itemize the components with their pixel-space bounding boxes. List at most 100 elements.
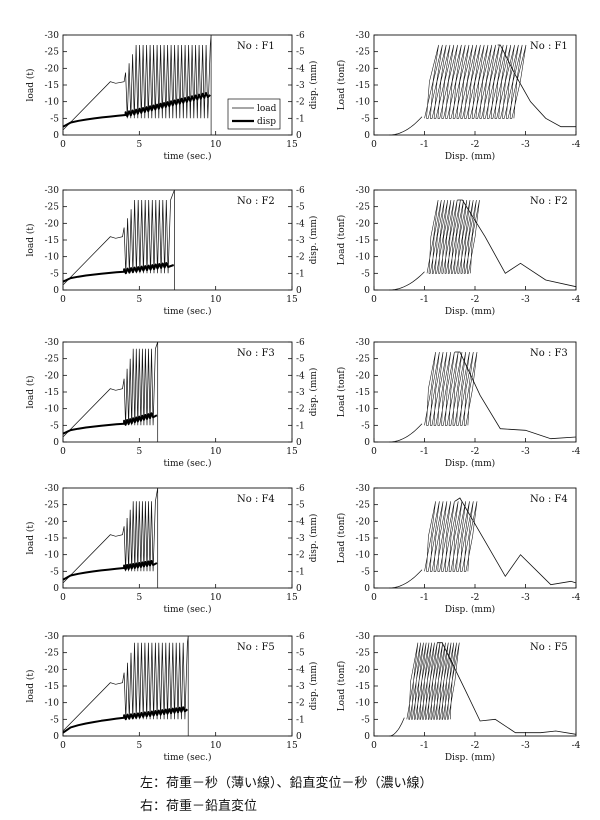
y-tick-label-right: 0 [296,732,302,742]
y-axis-label: Load (tonf) [336,661,347,712]
hysteresis-chart-1: 0 -1 -2 -3 -4 0 -5 -10 -15 -20 -25 -30 Load (tonf) Di… [336,31,581,162]
x-tick-label: -3 [521,140,530,150]
y-tick-label-right: -4 [296,665,305,675]
y-tick-label-left: -20 [45,64,60,74]
y-tick-label: -20 [356,219,371,229]
specimen-label: No : F3 [237,348,275,359]
y-tick-label: -15 [356,81,371,91]
x-tick-label: -4 [572,741,581,751]
y-tick-label-right: -2 [296,405,305,415]
hysteresis-loops-line [424,351,478,426]
load-series-line [62,189,175,290]
y-tick-label: -25 [356,355,371,365]
y-tick-label-left: 0 [53,286,59,296]
x-axis-label: Disp. (mm) [445,151,495,162]
y-tick-label: -25 [356,48,371,58]
y-tick-label-left: -10 [45,98,60,108]
y-tick-label-left: -10 [45,551,60,561]
x-axis-label: time (sec.) [163,458,211,469]
y-tick-label: -25 [356,501,371,511]
x-tick-label: 15 [286,593,298,603]
disp-series-line [62,706,189,734]
x-tick-label: 5 [136,295,142,305]
y-tick-label: -15 [356,534,371,544]
load-series-line [62,487,159,588]
x-tick-label: 0 [60,140,66,150]
x-axis-label: Disp. (mm) [445,752,495,763]
initial-loading-line [389,423,423,443]
x-tick-label: 0 [371,295,377,305]
x-tick-label: 0 [60,593,66,603]
x-tick-label: -4 [572,593,581,603]
x-axis-label: time (sec.) [163,151,211,162]
y-tick-label-right: 0 [296,438,302,448]
y-tick-label: -30 [356,186,371,196]
y-tick-label-right: -3 [296,388,305,398]
x-tick-label: 15 [286,140,298,150]
y-tick-label: -20 [356,371,371,381]
x-tick-label: -1 [420,295,429,305]
load-series-line [62,341,159,442]
y-tick-label: -10 [356,405,371,415]
hysteresis-loops-line [424,44,527,119]
x-tick-label: 15 [286,447,298,457]
y-tick-label: -30 [356,484,371,494]
hysteresis-chart-4: 0 -1 -2 -3 -4 0 -5 -10 -15 -20 -25 -30 Load (tonf) Di… [336,484,581,615]
x-tick-label: -3 [521,741,530,751]
x-tick-label: 10 [210,447,222,457]
y-tick-label: -30 [356,338,371,348]
test-result-figure: 0 5 10 150-5-10-15-20-25-300-1-2-3-4-5-6loa… [25,31,581,763]
legend-box [227,98,281,130]
y-axis-label-left: load (t) [25,670,36,703]
y-tick-label-left: -5 [50,567,59,577]
y-tick-label-right: -6 [296,338,305,348]
x-tick-label: 10 [210,741,222,751]
x-tick-label: 15 [286,295,298,305]
specimen-label: No : F3 [530,348,568,359]
y-tick-label-left: -30 [45,31,60,41]
y-tick-label-left: -30 [45,484,60,494]
initial-loading-line [389,271,425,291]
y-tick-label: -5 [361,567,370,577]
y-tick-label-right: -3 [296,81,305,91]
y-tick-label-right: -5 [296,48,305,58]
disp-series-line [62,92,211,128]
post-peak-line [437,642,577,735]
x-tick-label: 0 [371,741,377,751]
x-tick-label: 10 [210,295,222,305]
y-tick-label: -5 [361,715,370,725]
y-tick-label-right: -6 [296,31,305,41]
y-tick-label: -5 [361,421,370,431]
x-axis-label: time (sec.) [163,306,211,317]
initial-loading-line [389,569,423,589]
x-tick-label: -1 [420,140,429,150]
x-tick-label: 5 [136,140,142,150]
y-tick-label-left: -30 [45,186,60,196]
caption-line-2: 右：荷重－鉛直変位 [140,799,258,814]
time-chart-2: 0 5 10 150-5-10-15-20-25-300-1-2-3-4-5-6loa… [25,186,319,317]
y-tick-label-left: -25 [45,355,60,365]
y-tick-label: -15 [356,682,371,692]
y-tick-label-right: -1 [296,421,305,431]
y-tick-label: 0 [364,286,370,296]
x-tick-label: -4 [572,447,581,457]
initial-loading-line [389,717,405,737]
y-tick-label-left: -15 [45,682,60,692]
y-tick-label-left: -15 [45,534,60,544]
x-tick-label: 0 [371,593,377,603]
y-tick-label: -20 [356,665,371,675]
time-chart-4: 0 5 10 150-5-10-15-20-25-300-1-2-3-4-5-6loa… [25,484,319,615]
x-axis-label: Disp. (mm) [445,306,495,317]
y-tick-label-left: -5 [50,269,59,279]
x-tick-label: -1 [420,447,429,457]
load-series-line [62,635,189,736]
y-tick-label: -30 [356,31,371,41]
y-tick-label-right: -5 [296,203,305,213]
x-tick-label: -2 [471,295,480,305]
time-chart-5: 0 5 10 150-5-10-15-20-25-300-1-2-3-4-5-6loa… [25,632,319,763]
y-tick-label: -10 [356,551,371,561]
y-tick-label: -25 [356,203,371,213]
x-tick-label: 5 [136,593,142,603]
y-tick-label-right: -5 [296,355,305,365]
x-tick-label: -2 [471,140,480,150]
